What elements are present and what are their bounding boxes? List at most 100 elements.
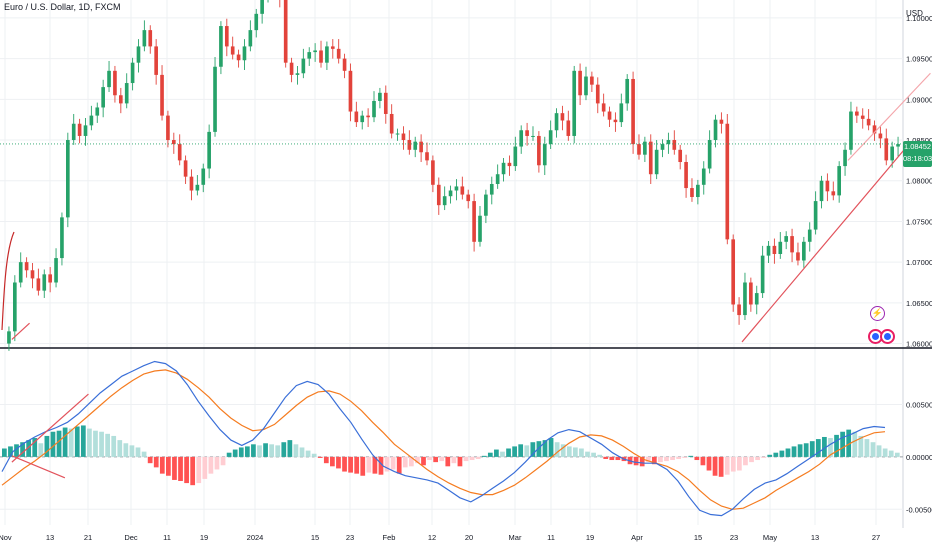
candle-body	[407, 140, 412, 150]
candle-body	[366, 115, 370, 118]
candle-body	[654, 149, 659, 175]
x-tick-label: Nov	[0, 533, 12, 542]
candle-body	[672, 140, 677, 150]
y-tick-label: 1.07000	[906, 258, 932, 267]
histogram-bar	[390, 456, 396, 470]
candle-body	[213, 66, 217, 132]
y-tick-label: 1.06000	[906, 340, 932, 349]
candle-body	[813, 201, 818, 230]
candle-body	[360, 115, 365, 123]
candle-body	[118, 95, 123, 104]
histogram-bar	[475, 456, 481, 459]
histogram-bar	[712, 456, 718, 476]
histogram-bar	[166, 456, 171, 476]
candle-body	[613, 119, 618, 123]
flash-event-icon[interactable]: ⚡	[870, 306, 885, 321]
histogram-bar	[99, 431, 104, 457]
histogram-bar	[135, 447, 141, 457]
y-tick-label: 1.07500	[906, 217, 932, 226]
histogram-bar	[336, 456, 341, 469]
x-tick-label: 2024	[247, 533, 264, 542]
chart-title: Euro / U.S. Dollar, 1D, FXCM	[4, 2, 121, 12]
histogram-bar	[408, 456, 414, 467]
price-tag-value: 1.08452	[903, 142, 932, 151]
candle-body	[189, 176, 194, 191]
y-tick-label: 0.00000	[906, 453, 932, 462]
candle-body	[725, 123, 730, 240]
candle-body	[542, 144, 547, 166]
candle-body	[142, 30, 147, 47]
histogram-bar	[232, 449, 238, 457]
histogram-bar	[548, 438, 554, 457]
candle-body	[637, 144, 641, 155]
y-tick-label: 1.06500	[906, 299, 932, 308]
candle-body	[295, 73, 300, 75]
y-tick-label: 1.09500	[906, 55, 932, 64]
y-tick-label: 0.00500	[906, 400, 932, 409]
histogram-bar	[281, 442, 287, 457]
candle-body	[166, 115, 170, 141]
candle-body	[866, 118, 871, 126]
candle-body	[707, 140, 712, 169]
candle-body	[478, 215, 482, 242]
candle-body	[354, 111, 359, 123]
histogram-bar	[670, 456, 675, 461]
price-tag-countdown: 08:18:03	[903, 154, 932, 163]
histogram-bar	[8, 446, 13, 457]
candle-body	[772, 245, 777, 255]
histogram-bar	[542, 440, 548, 457]
histogram-bar	[730, 456, 736, 472]
candle-body	[460, 186, 465, 195]
candle-body	[136, 46, 141, 63]
histogram-bar	[524, 445, 530, 457]
candle-body	[607, 111, 612, 120]
histogram-bar	[451, 456, 457, 464]
candle-body	[336, 48, 341, 59]
candle-body	[207, 131, 211, 169]
currency-label[interactable]: USD	[906, 9, 923, 18]
y-tick-label: -0.00500	[906, 505, 932, 514]
candle-body	[819, 180, 824, 202]
histogram-bar	[749, 456, 754, 463]
candle-body	[248, 30, 253, 47]
histogram-bar	[184, 456, 189, 484]
candle-body	[124, 83, 129, 104]
histogram-bar	[269, 444, 275, 457]
trendline	[11, 393, 89, 463]
candle-body	[548, 130, 553, 145]
candle-body	[436, 184, 441, 206]
candle-body	[395, 133, 400, 135]
candle-body	[666, 140, 671, 145]
candle-body	[71, 123, 76, 141]
candle-body	[495, 174, 500, 184]
histogram-bar	[439, 456, 445, 462]
histogram-bar	[785, 448, 791, 457]
candle-body	[472, 201, 476, 242]
candle-body	[572, 70, 577, 136]
candle-body	[307, 52, 312, 59]
event-dot-icon[interactable]	[880, 329, 895, 344]
histogram-bar	[506, 448, 511, 457]
candle-body	[348, 70, 353, 112]
candle-body	[537, 135, 541, 166]
candle-body	[660, 144, 665, 150]
candle-body	[442, 196, 447, 206]
histogram-bar	[26, 440, 32, 457]
candle-body	[236, 54, 241, 61]
histogram-bar	[658, 456, 663, 463]
histogram-bar	[852, 431, 858, 457]
x-tick-label: 19	[200, 533, 208, 542]
histogram-bar	[609, 456, 615, 461]
histogram-bar	[815, 439, 821, 457]
candle-body	[501, 162, 506, 175]
histogram-bar	[767, 454, 773, 457]
y-tick-label: 1.08500	[906, 136, 932, 145]
candle-body	[790, 236, 794, 253]
histogram-bar	[299, 447, 305, 457]
candle-body	[283, 0, 288, 63]
histogram-bar	[481, 455, 487, 457]
candle-body	[319, 50, 323, 63]
histogram-bar	[676, 456, 681, 459]
histogram-bar	[396, 456, 402, 474]
